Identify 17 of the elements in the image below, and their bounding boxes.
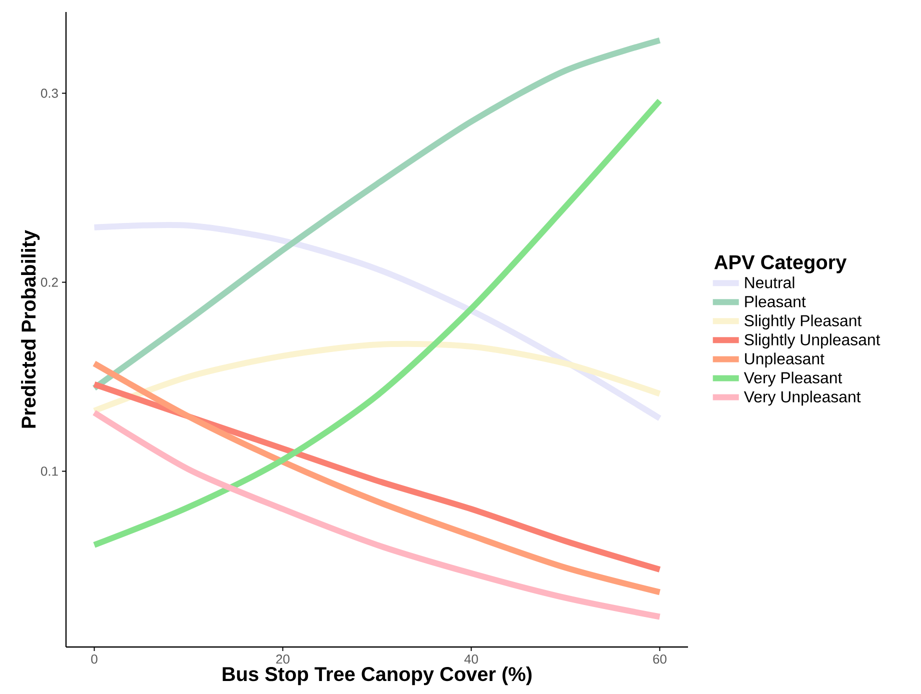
legend-label: Pleasant — [745, 296, 806, 308]
y-tick-label: 0.2 — [40, 278, 58, 287]
legend-label: Very Unpleasant — [744, 390, 861, 406]
x-tick-label: 0 — [91, 654, 98, 664]
legend-label: Slightly Unpleasant — [744, 334, 880, 349]
legend-label: Neutral — [745, 276, 794, 288]
legend-label: Slightly Pleasant — [744, 314, 862, 330]
legend-label: Very Pleasant — [744, 372, 842, 387]
x-tick-label: 60 — [653, 654, 666, 664]
legend-title: APV Category — [714, 255, 847, 274]
y-tick-label: 0.1 — [40, 466, 58, 476]
x-axis-title: Bus Stop Tree Canopy Cover (%) — [222, 666, 532, 686]
x-tick-label: 20 — [276, 654, 290, 664]
y-axis-title: Predicted Probability — [21, 230, 40, 428]
y-tick-label: 0.3 — [40, 88, 58, 98]
legend-label: Unpleasant — [745, 352, 824, 368]
x-tick-label: 40 — [464, 654, 478, 664]
